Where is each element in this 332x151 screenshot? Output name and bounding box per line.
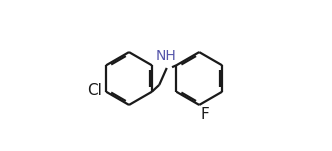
Text: NH: NH <box>156 49 176 63</box>
Text: F: F <box>201 107 209 122</box>
Text: Cl: Cl <box>87 84 102 98</box>
